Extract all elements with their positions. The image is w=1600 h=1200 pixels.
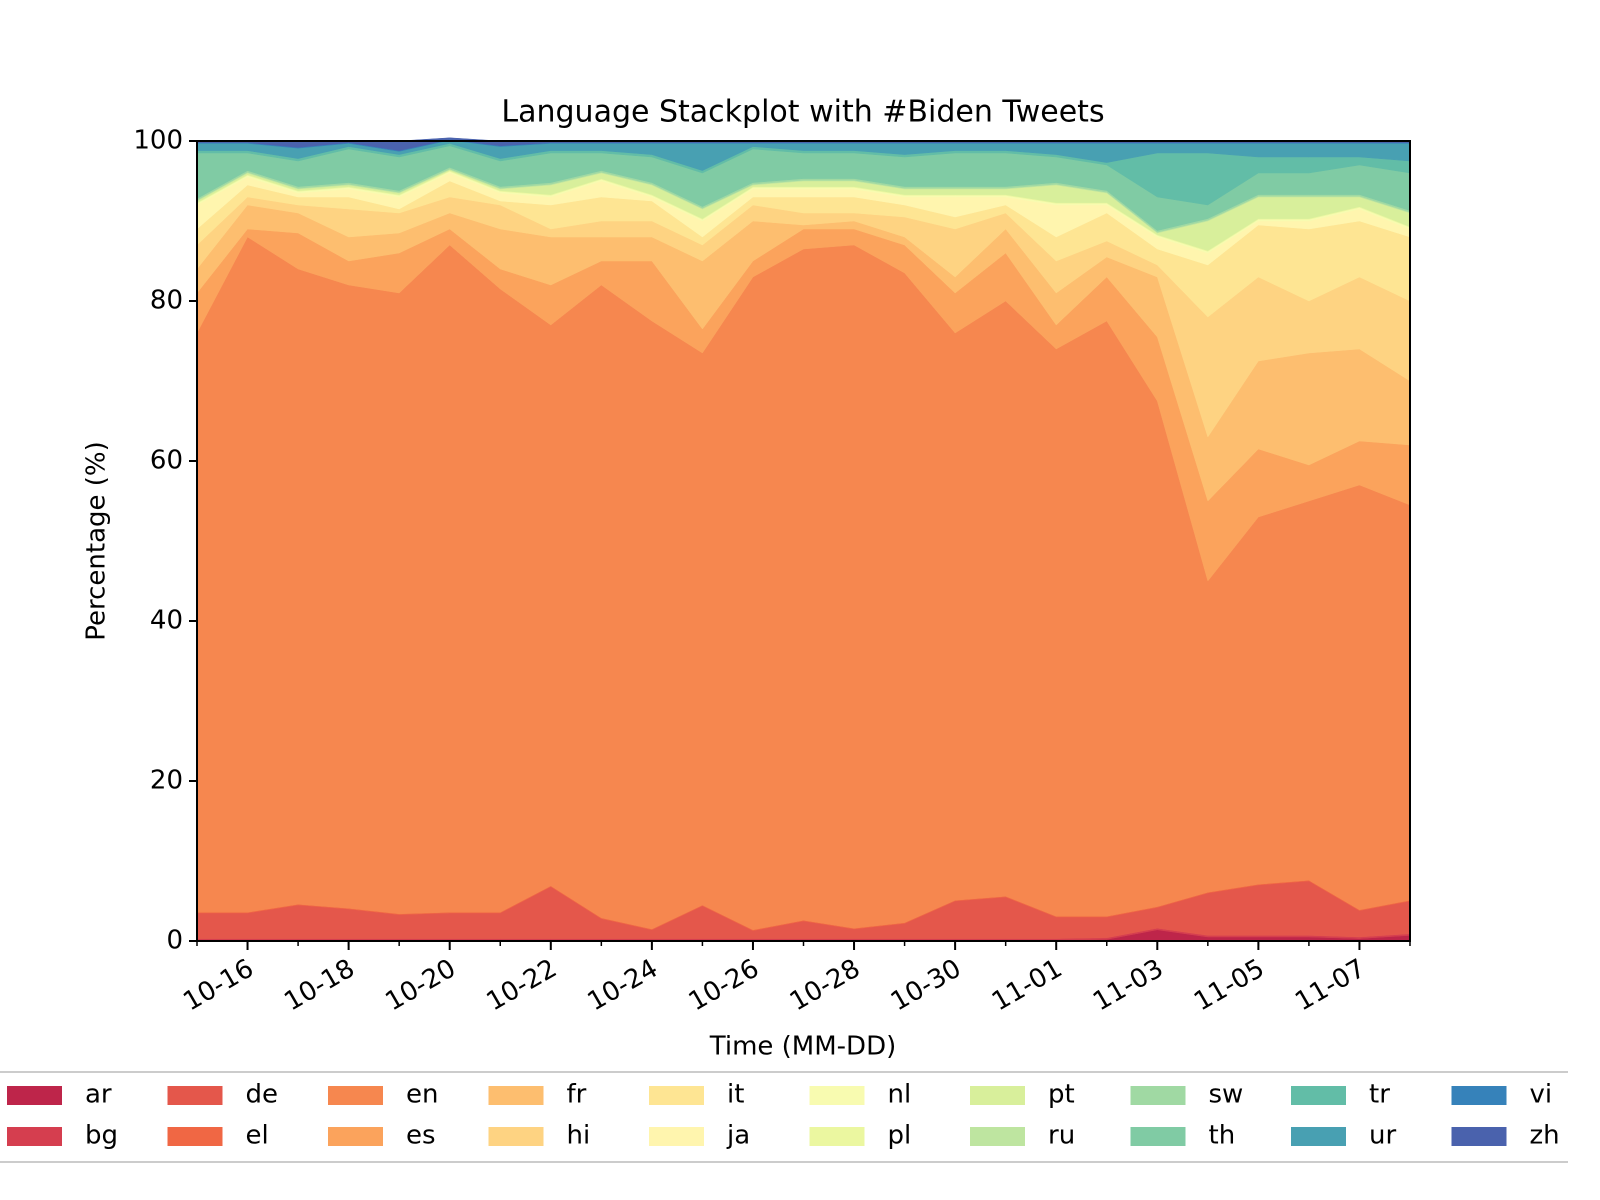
legend-label: zh [1530,1121,1560,1151]
legend-swatch [7,1127,62,1146]
legend-label: bg [85,1121,118,1151]
legend-swatch [328,1086,383,1105]
legend-swatch [167,1127,223,1146]
y-tick-label: 40 [150,606,183,636]
legend-swatch [328,1127,383,1146]
legend-label: en [406,1080,438,1110]
legend-swatch [970,1127,1025,1146]
legend-label: sw [1209,1080,1244,1110]
legend-label: vi [1530,1080,1553,1110]
x-tick-label: 11-03 [1088,954,1168,1018]
x-tick-label: 10-26 [684,954,764,1018]
legend-label: hi [567,1121,591,1151]
x-tick-label: 10-22 [482,954,562,1018]
legend-swatch [488,1127,544,1146]
legend-label: ur [1369,1121,1396,1151]
legend-label: ja [726,1121,750,1151]
x-tick-label: 10-24 [583,954,663,1018]
x-tick-label: 11-05 [1189,954,1269,1018]
legend-label: pl [888,1121,912,1151]
legend-label: el [246,1121,269,1151]
legend-label: de [246,1080,279,1110]
x-tick-label: 11-07 [1290,954,1370,1018]
legend-swatch [1451,1127,1507,1146]
legend-label: pt [1048,1080,1075,1110]
legend-label: it [727,1080,744,1110]
legend-swatch [1451,1086,1507,1105]
legend-swatch [167,1086,223,1105]
x-tick-label: 10-18 [279,954,359,1018]
legend-swatch [970,1086,1025,1105]
chart-title: Language Stackplot with #Biden Tweets [501,95,1104,130]
legend-label: th [1209,1121,1236,1151]
legend-label: tr [1369,1080,1390,1110]
y-tick-label: 20 [150,766,183,796]
legend-swatch [488,1086,544,1105]
x-tick-label: 10-20 [381,954,461,1018]
legend-label: fr [567,1080,587,1110]
x-tick-label: 11-01 [987,954,1067,1018]
legend-swatch [809,1127,865,1146]
legend-label: nl [888,1080,912,1110]
legend-label: ar [85,1080,112,1110]
y-tick-label: 100 [133,126,183,156]
legend-swatch [1291,1127,1346,1146]
y-tick-label: 60 [150,446,183,476]
x-tick-label: 10-28 [785,954,865,1018]
x-tick-label: 10-16 [178,954,258,1018]
x-tick-label: 10-30 [886,954,966,1018]
y-tick-label: 0 [166,926,183,956]
legend-swatch [7,1086,62,1105]
x-axis-label: Time (MM-DD) [709,1032,896,1062]
legend-swatch [809,1086,865,1105]
legend-swatch [649,1127,704,1146]
y-tick-label: 80 [150,286,183,316]
y-axis-label: Percentage (%) [82,441,112,641]
legend-swatch [649,1086,704,1105]
legend-swatch [1130,1127,1186,1146]
legend-swatch [1130,1086,1186,1105]
legend-swatch [1291,1086,1346,1105]
legend-label: ru [1048,1121,1075,1151]
legend-label: es [406,1121,436,1151]
